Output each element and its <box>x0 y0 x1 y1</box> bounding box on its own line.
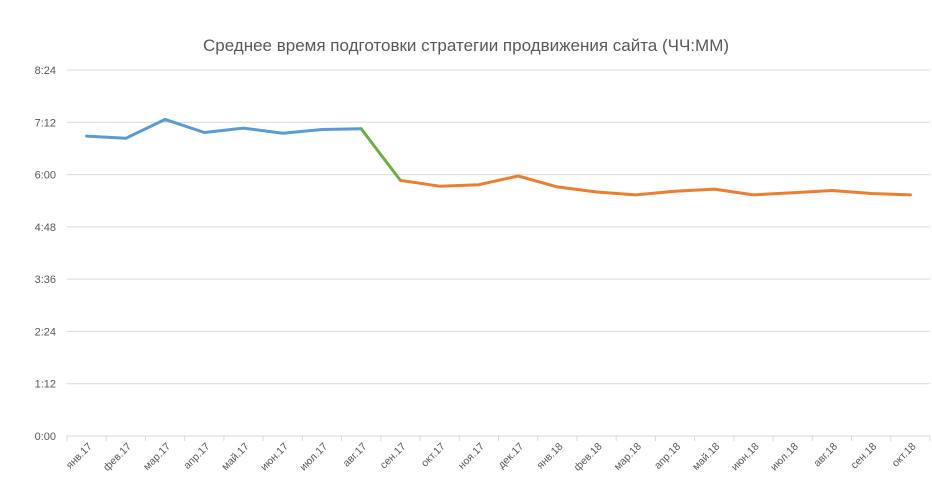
x-tick-label: мар.17 <box>141 441 173 473</box>
x-tick-label: янв.18 <box>535 441 566 472</box>
x-tick-label: янв.17 <box>64 441 95 472</box>
y-tick-label: 3:36 <box>35 274 56 286</box>
x-tick-label: ноя.17 <box>456 441 487 472</box>
y-tick-label: 7:12 <box>35 117 56 129</box>
x-tick-label: май.17 <box>219 441 251 473</box>
series-line-1 <box>85 117 363 140</box>
x-tick-label: апр.17 <box>181 441 212 472</box>
x-tick-label: авг.18 <box>811 441 840 470</box>
y-tick-label: 4:48 <box>35 222 56 234</box>
y-tick-label: 1:12 <box>35 379 56 391</box>
y-tick-label: 0:00 <box>35 431 56 443</box>
x-tick-label: сен.18 <box>849 441 880 472</box>
x-tick-label: фев.17 <box>101 441 134 474</box>
x-tick-label: мар.18 <box>612 441 644 473</box>
x-tick-label: апр.18 <box>652 441 683 472</box>
x-tick-label: фев.18 <box>572 441 605 474</box>
x-tick-label: июл.17 <box>297 441 330 474</box>
x-tick-label: окт.17 <box>419 441 448 470</box>
series-line-2 <box>359 127 402 182</box>
x-tick-label: июн.17 <box>258 441 291 474</box>
x-tick-label: авг.17 <box>341 441 370 470</box>
x-tick-label: сен.17 <box>378 441 409 472</box>
chart-title: Среднее время подготовки стратегии продв… <box>202 36 730 55</box>
y-tick-label: 2:24 <box>35 326 56 338</box>
x-tick-label: дек.17 <box>496 441 527 472</box>
x-tick-label: май.18 <box>690 441 722 473</box>
x-tick-label: июн.18 <box>729 441 762 474</box>
x-tick-label: окт.18 <box>890 441 919 470</box>
y-tick-label: 6:00 <box>35 170 56 182</box>
y-tick-label: 8:24 <box>35 65 56 77</box>
series-line-3 <box>398 174 912 197</box>
x-tick-label: июл.18 <box>768 441 801 474</box>
